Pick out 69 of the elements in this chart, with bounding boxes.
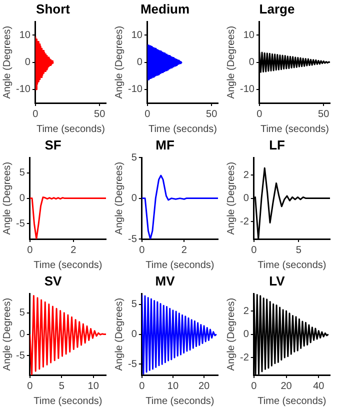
x-axis-title: Time (seconds) — [34, 396, 102, 407]
y-axis-title: Angle (Degrees) — [2, 26, 13, 99]
y-tick-label: 2 — [243, 170, 250, 181]
y-tick-label: 0 — [243, 329, 250, 340]
y-tick-label: 0 — [19, 329, 26, 340]
x-tick-label: 2 — [70, 244, 77, 256]
y-tick-label: -5 — [16, 218, 26, 230]
y-tick-label: 5 — [19, 308, 26, 319]
y-tick-label: -2 — [240, 352, 250, 364]
chart-title: LV — [269, 273, 286, 288]
y-tick-label: -10 — [16, 84, 31, 96]
chart-title: LF — [269, 137, 285, 152]
x-tick-label: 5 — [296, 244, 302, 256]
x-tick-label: 5 — [58, 380, 65, 392]
y-axis-title: Angle (Degrees) — [2, 162, 13, 235]
y-tick-label: -10 — [240, 84, 255, 96]
y-axis-title: Angle (Degrees) — [2, 298, 13, 371]
x-tick-label: 0 — [144, 108, 151, 120]
y-axis-title: Angle (Degrees) — [226, 26, 237, 99]
y-tick-label: 10 — [243, 30, 255, 41]
x-axis-title: Time (seconds) — [260, 124, 329, 135]
x-tick-label: 0 — [256, 108, 263, 120]
y-tick-label: 0 — [131, 193, 138, 204]
x-tick-label: 20 — [280, 380, 292, 392]
x-tick-label: 0 — [32, 108, 39, 120]
y-tick-label: 5 — [131, 152, 138, 164]
x-tick-label: 50 — [94, 108, 106, 120]
x-tick-label: 50 — [318, 108, 330, 120]
chart-title: Large — [259, 1, 295, 16]
chart-title: MF — [156, 137, 174, 152]
x-axis-title: Time (seconds) — [146, 396, 214, 407]
y-tick-label: 5 — [131, 299, 138, 310]
y-tick-label: 0 — [131, 329, 138, 340]
x-axis-title: Time (seconds) — [148, 124, 217, 135]
x-tick-label: 40 — [313, 380, 325, 392]
y-tick-label: 0 — [248, 57, 255, 68]
y-tick-label: -5 — [128, 234, 138, 245]
y-tick-label: -10 — [128, 84, 143, 96]
y-axis-title: Angle (Degrees) — [114, 298, 125, 371]
chart-title: SV — [44, 273, 62, 288]
x-tick-label: 10 — [167, 380, 179, 392]
x-tick-label: 20 — [198, 380, 210, 392]
x-axis-title: Time (seconds) — [258, 260, 326, 271]
y-tick-label: 0 — [24, 57, 31, 68]
x-axis-title: Time (seconds) — [258, 396, 326, 407]
y-tick-label: 2 — [243, 306, 250, 317]
y-axis-title: Angle (Degrees) — [114, 162, 125, 235]
y-axis-title: Angle (Degrees) — [226, 162, 237, 235]
chart-title: MV — [155, 273, 176, 288]
y-tick-label: 0 — [243, 193, 250, 204]
chart-title: Short — [36, 1, 71, 16]
y-axis-title: Angle (Degrees) — [226, 298, 237, 371]
y-tick-label: -2 — [240, 216, 250, 228]
y-tick-label: 10 — [19, 30, 31, 41]
y-tick-label: -5 — [16, 350, 26, 362]
chart-title: SF — [44, 137, 62, 152]
x-axis-title: Time (seconds) — [146, 260, 214, 271]
y-tick-label: -5 — [128, 358, 138, 370]
y-tick-label: 10 — [131, 30, 143, 41]
x-axis-title: Time (seconds) — [36, 124, 105, 135]
chart-title: Medium — [140, 1, 190, 16]
y-tick-label: 0 — [19, 193, 26, 204]
x-tick-label: 2 — [181, 244, 188, 256]
y-tick-label: 5 — [19, 168, 26, 179]
x-axis-title: Time (seconds) — [34, 260, 102, 271]
y-tick-label: 0 — [136, 57, 143, 68]
y-axis-title: Angle (Degrees) — [114, 26, 125, 99]
x-tick-label: 10 — [88, 380, 100, 392]
x-tick-label: 50 — [206, 108, 218, 120]
